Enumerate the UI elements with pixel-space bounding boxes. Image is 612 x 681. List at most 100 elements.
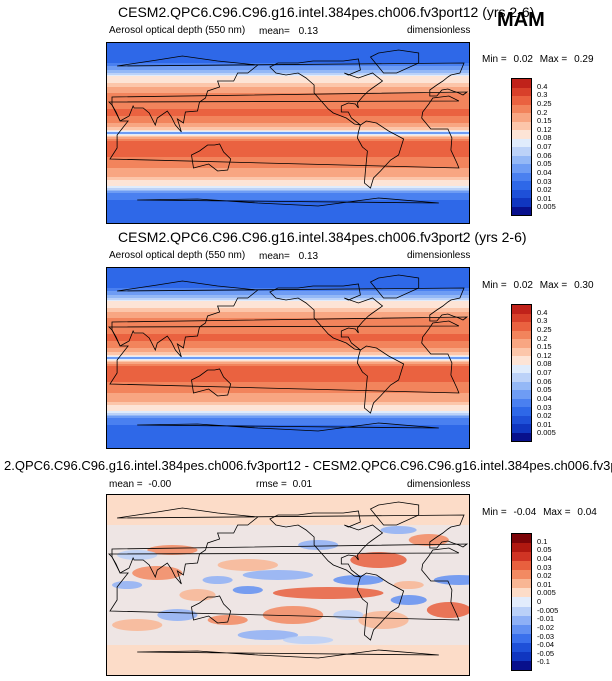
aod-band (107, 195, 469, 197)
colorbar-swatch (512, 615, 531, 625)
aod-band (107, 387, 469, 389)
aod-band (107, 210, 469, 212)
aod-band (107, 333, 469, 335)
aod-band (107, 180, 469, 182)
coastline (108, 95, 460, 169)
aod-band (107, 100, 469, 102)
aod-band (107, 144, 469, 146)
aod-band (107, 146, 469, 148)
aod-band (107, 441, 469, 443)
aod-band (107, 443, 469, 445)
colorbar-label: 0.3 (537, 316, 548, 326)
aod-band (107, 314, 469, 316)
aod-band (107, 113, 469, 115)
coastline (269, 510, 384, 578)
colorbar-label: 0.05 (537, 159, 552, 169)
aod-band (107, 61, 469, 63)
aod-band (107, 447, 469, 448)
panel-2-min-value: 0.02 (513, 280, 533, 291)
aod-band (107, 348, 469, 350)
aod-band (107, 290, 469, 292)
aod-band (107, 435, 469, 437)
aod-band (107, 440, 469, 442)
aod-band (107, 369, 469, 371)
aod-band (107, 171, 469, 173)
diff-anomaly (179, 589, 216, 601)
panel-3-rmse-value: 0.01 (292, 479, 313, 490)
aod-band (107, 186, 469, 188)
aod-band (107, 273, 469, 275)
aod-band (107, 342, 469, 344)
aod-band (107, 175, 469, 177)
aod-band (107, 161, 469, 163)
panel-3-rmse-label: rmse = (256, 479, 287, 490)
aod-band (107, 127, 469, 129)
aod-band (107, 371, 469, 373)
colorbar-swatch (512, 155, 531, 164)
panel-3-mean-group: mean = -0.00 (109, 479, 171, 490)
aod-band (107, 422, 469, 424)
aod-band (107, 172, 469, 174)
colorbar-label: 0.07 (537, 368, 552, 377)
aod-band (107, 320, 469, 322)
season-label: MAM (497, 9, 545, 31)
diff-anomaly (333, 575, 384, 585)
aod-band (107, 176, 469, 178)
diff-anomaly (237, 630, 299, 640)
diff-anomaly (333, 610, 364, 620)
aod-band (107, 350, 469, 352)
aod-band (107, 316, 469, 318)
colorbar-swatch (512, 87, 531, 96)
aod-band (107, 402, 469, 404)
colorbar-swatch (512, 172, 531, 181)
colorbar-swatch (512, 305, 531, 314)
aod-band (107, 57, 469, 59)
aod-band (107, 140, 469, 142)
colorbar-swatch (512, 381, 531, 390)
diff-anomaly (202, 576, 233, 584)
aod-band (107, 98, 469, 100)
aod-band (107, 153, 469, 155)
aod-band (107, 120, 469, 122)
aod-band (107, 200, 469, 202)
aod-band (107, 44, 469, 46)
aod-band (107, 148, 469, 150)
aod-band (107, 386, 469, 388)
aod-band (107, 298, 469, 300)
diff-anomaly (298, 540, 339, 550)
aod-band (107, 430, 469, 432)
aod-band (107, 334, 469, 336)
aod-band (107, 269, 469, 271)
diff-anomaly (132, 566, 183, 580)
aod-band (107, 152, 469, 154)
aod-band (107, 375, 469, 377)
aod-band (107, 209, 469, 211)
aod-band (107, 73, 469, 75)
aod-band (107, 338, 469, 340)
aod-band (107, 160, 469, 162)
aod-band (107, 355, 469, 357)
aod-band (107, 123, 469, 125)
colorbar-label: -0.05 (537, 648, 555, 658)
panel-1-title: CESM2.QPC6.C96.C96.g16.intel.384pes.ch00… (118, 4, 535, 20)
aod-band (107, 278, 469, 280)
aod-band (107, 312, 469, 314)
diff-anomaly (112, 619, 163, 631)
colorbar-label: 0.25 (537, 98, 552, 108)
aod-band (107, 110, 469, 112)
aod-band (107, 308, 469, 310)
aod-band (107, 139, 469, 141)
colorbar-label: 0.06 (537, 376, 552, 386)
aod-band (107, 276, 469, 278)
colorbar-swatch (512, 130, 531, 139)
aod-band (107, 182, 469, 184)
colorbar-label: 0.03 (537, 402, 552, 412)
aod-band (107, 106, 469, 108)
aod-band (107, 192, 469, 194)
panel-2-minmax: Min = 0.02 Max = 0.30 (482, 280, 594, 291)
colorbar-swatch (512, 364, 531, 373)
coastline (137, 422, 439, 432)
aod-band (107, 410, 469, 412)
colorbar-label: -0.1 (537, 657, 550, 667)
aod-band (107, 184, 469, 186)
